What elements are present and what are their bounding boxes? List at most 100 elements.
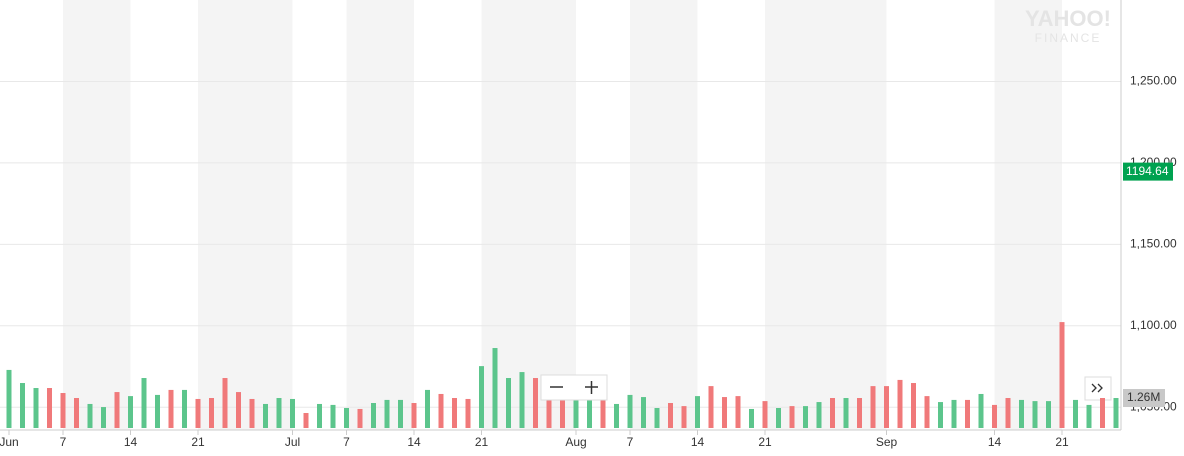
volume-bar <box>20 383 25 428</box>
volume-bar <box>816 402 822 428</box>
volume-bar <box>1046 401 1051 428</box>
zoom-controls <box>540 374 608 401</box>
y-tick-label: 1,100.00 <box>1130 318 1177 332</box>
volume-bar <box>6 369 12 428</box>
watermark: FINANCE <box>1035 31 1102 45</box>
volume-bar <box>870 386 876 428</box>
x-tick-label: Jul <box>285 435 300 449</box>
volume-bar <box>128 396 133 428</box>
volume-bar <box>411 403 417 428</box>
volume-bar <box>425 389 430 428</box>
x-tick-label: 21 <box>758 435 772 449</box>
volume-bar <box>951 399 957 428</box>
volume-bar <box>479 366 484 428</box>
volume-bar <box>627 394 633 428</box>
x-tick-label: 14 <box>691 435 705 449</box>
x-tick-label: Sep <box>876 435 898 449</box>
volume-bar <box>303 413 309 428</box>
volume-bar <box>587 398 592 428</box>
week-band <box>198 0 293 430</box>
volume-bar <box>317 403 322 428</box>
volume-label: 1.26M <box>1127 390 1160 404</box>
last-price-box <box>1123 162 1173 181</box>
volume-bar <box>1032 401 1038 428</box>
volume-bar <box>749 408 754 428</box>
x-tick-label: Aug <box>565 435 586 449</box>
volume-bar <box>47 388 52 428</box>
volume-bar <box>60 393 66 428</box>
x-tick-label: Jun <box>0 435 19 449</box>
y-tick-label: 1,250.00 <box>1130 74 1177 88</box>
volume-bar <box>344 408 349 428</box>
week-band <box>630 0 698 430</box>
volume-bar <box>452 398 457 428</box>
volume-bar <box>681 406 687 428</box>
volume-bar <box>1100 398 1105 428</box>
x-tick-label: 21 <box>191 435 205 449</box>
volume-bar <box>1019 399 1024 428</box>
volume-bar <box>654 408 660 428</box>
volume-bar <box>222 378 228 428</box>
zoom-in-button[interactable] <box>585 381 598 394</box>
week-band <box>346 0 414 430</box>
volume-bar <box>857 398 862 428</box>
volume-bar <box>290 398 295 428</box>
volume-bar <box>371 403 376 428</box>
volume-bar <box>155 394 160 428</box>
x-tick-label: 14 <box>124 435 138 449</box>
volume-bar <box>911 383 916 428</box>
volume-bar <box>33 388 39 428</box>
volume-bar <box>924 396 930 428</box>
volume-bar <box>506 378 511 428</box>
volume-bar <box>762 401 768 428</box>
volume-bar <box>776 408 781 428</box>
volume-bar <box>830 398 835 428</box>
volume-bar <box>492 348 498 428</box>
week-band <box>63 0 131 430</box>
volume-bar <box>600 398 606 428</box>
x-tick-label: 21 <box>475 435 489 449</box>
volume-bar <box>708 386 714 428</box>
volume-bar <box>735 396 741 428</box>
x-tick-label: 14 <box>407 435 421 449</box>
volume-bar <box>573 398 579 428</box>
volume-bar <box>897 379 903 428</box>
watermark: YAHOO! <box>1025 6 1111 31</box>
volume-bar <box>843 398 849 428</box>
volume-bar <box>236 392 241 428</box>
week-band <box>765 0 887 430</box>
volume-bar <box>101 407 106 428</box>
volume-bar <box>546 398 552 428</box>
expand-button[interactable] <box>1084 376 1112 401</box>
y-tick-label: 1,150.00 <box>1130 236 1177 250</box>
volume-bar <box>1059 322 1065 428</box>
volume-bar <box>695 396 700 428</box>
volume-bar <box>614 403 619 428</box>
x-tick-label: 7 <box>343 435 350 449</box>
last-price-label: 1194.64 <box>1126 164 1169 178</box>
volume-bar <box>195 398 201 428</box>
volume-bar <box>87 403 93 428</box>
volume-bar <box>168 389 174 428</box>
x-tick-label: 21 <box>1055 435 1069 449</box>
volume-bar <box>263 403 268 428</box>
volume-bar <box>330 404 336 428</box>
week-band <box>994 0 1062 430</box>
volume-bar <box>789 406 795 428</box>
volume-bar <box>722 397 727 428</box>
volume-bar <box>533 378 538 428</box>
volume-bar <box>1113 398 1119 428</box>
volume-bar <box>465 398 471 428</box>
volume-bar <box>357 408 363 428</box>
volume-bar <box>1073 399 1078 428</box>
volume-bar <box>803 406 808 428</box>
volume-bar <box>398 399 403 428</box>
volume-bar <box>560 398 565 428</box>
volume-bar <box>1005 398 1011 428</box>
volume-bar <box>438 393 444 428</box>
x-tick-label: 7 <box>60 435 67 449</box>
volume-bar <box>668 403 673 428</box>
volume-bar <box>249 398 255 428</box>
volume-bar <box>74 398 79 428</box>
